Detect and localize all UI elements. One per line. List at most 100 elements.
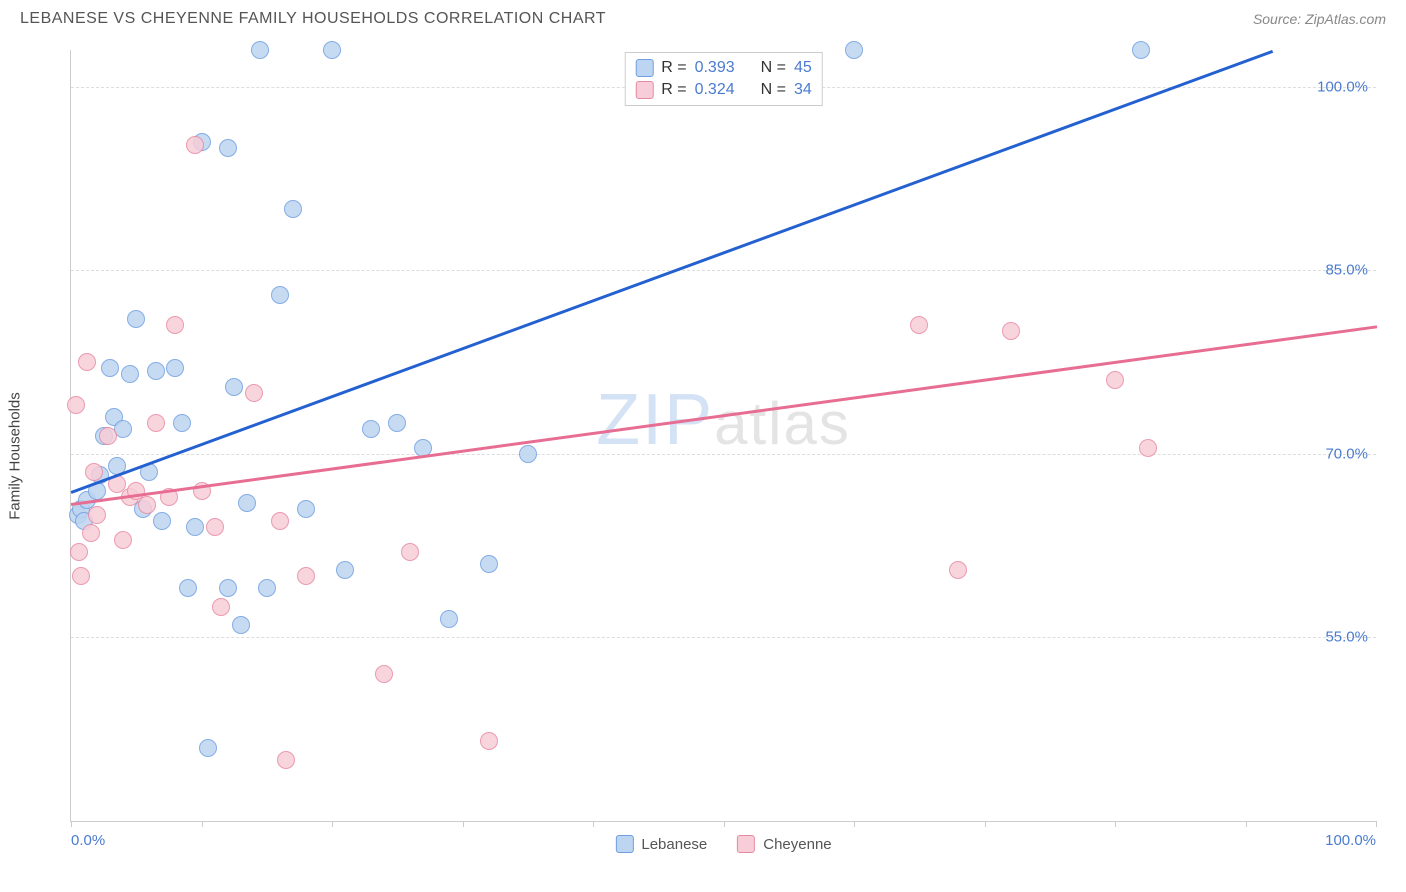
legend-swatch xyxy=(635,59,653,77)
data-point xyxy=(238,494,256,512)
trend-line xyxy=(71,50,1273,493)
data-point xyxy=(251,41,269,59)
chart-header: LEBANESE VS CHEYENNE FAMILY HOUSEHOLDS C… xyxy=(0,0,1406,36)
data-point xyxy=(225,378,243,396)
data-point xyxy=(173,414,191,432)
data-point xyxy=(284,200,302,218)
data-point xyxy=(297,500,315,518)
data-point xyxy=(70,543,88,561)
data-point xyxy=(1106,371,1124,389)
chart-container: Family Households ZIPatlas 55.0%70.0%85.… xyxy=(20,40,1386,872)
data-point xyxy=(138,496,156,514)
legend-item: Lebanese xyxy=(615,835,707,853)
x-tick xyxy=(854,821,855,827)
legend-swatch xyxy=(635,81,653,99)
y-tick-label: 70.0% xyxy=(1325,445,1368,462)
data-point xyxy=(85,463,103,481)
data-point xyxy=(1002,322,1020,340)
data-point xyxy=(121,365,139,383)
data-point xyxy=(114,420,132,438)
data-point xyxy=(271,512,289,530)
data-point xyxy=(186,518,204,536)
data-point xyxy=(910,316,928,334)
x-tick xyxy=(202,821,203,827)
x-tick xyxy=(724,821,725,827)
gridline xyxy=(71,270,1376,271)
legend-item: Cheyenne xyxy=(737,835,831,853)
r-value: 0.324 xyxy=(695,81,735,99)
data-point xyxy=(1132,41,1150,59)
data-point xyxy=(127,310,145,328)
data-point xyxy=(519,445,537,463)
data-point xyxy=(78,353,96,371)
r-label: R = xyxy=(661,59,686,77)
x-tick xyxy=(985,821,986,827)
x-tick-label: 0.0% xyxy=(71,832,105,849)
source-attribution: Source: ZipAtlas.com xyxy=(1253,11,1386,27)
n-label: N = xyxy=(761,59,786,77)
data-point xyxy=(114,531,132,549)
watermark: ZIPatlas xyxy=(596,379,851,461)
data-point xyxy=(232,616,250,634)
data-point xyxy=(375,665,393,683)
data-point xyxy=(147,362,165,380)
y-tick-label: 55.0% xyxy=(1325,629,1368,646)
legend-swatch xyxy=(615,835,633,853)
gridline xyxy=(71,637,1376,638)
y-tick-label: 100.0% xyxy=(1317,78,1368,95)
data-point xyxy=(440,610,458,628)
legend-label: Cheyenne xyxy=(763,836,831,853)
stats-row: R = 0.393 N = 45 xyxy=(635,57,812,79)
trend-line xyxy=(71,326,1377,506)
stats-row: R = 0.324 N = 34 xyxy=(635,79,812,101)
x-tick xyxy=(463,821,464,827)
data-point xyxy=(271,286,289,304)
x-tick xyxy=(593,821,594,827)
data-point xyxy=(153,512,171,530)
data-point xyxy=(199,739,217,757)
x-tick xyxy=(71,821,72,827)
r-value: 0.393 xyxy=(695,59,735,77)
data-point xyxy=(99,427,117,445)
y-axis-label: Family Households xyxy=(7,392,24,520)
data-point xyxy=(258,579,276,597)
data-point xyxy=(179,579,197,597)
data-point xyxy=(323,41,341,59)
y-tick-label: 85.0% xyxy=(1325,262,1368,279)
data-point xyxy=(206,518,224,536)
data-point xyxy=(245,384,263,402)
chart-title: LEBANESE VS CHEYENNE FAMILY HOUSEHOLDS C… xyxy=(20,10,606,28)
x-tick xyxy=(1376,821,1377,827)
data-point xyxy=(147,414,165,432)
data-point xyxy=(88,506,106,524)
data-point xyxy=(336,561,354,579)
gridline xyxy=(71,454,1376,455)
data-point xyxy=(67,396,85,414)
data-point xyxy=(362,420,380,438)
x-tick xyxy=(1246,821,1247,827)
data-point xyxy=(401,543,419,561)
n-value: 45 xyxy=(794,59,812,77)
x-tick xyxy=(332,821,333,827)
data-point xyxy=(166,316,184,334)
legend-label: Lebanese xyxy=(641,836,707,853)
data-point xyxy=(82,524,100,542)
data-point xyxy=(297,567,315,585)
x-tick xyxy=(1115,821,1116,827)
data-point xyxy=(72,567,90,585)
data-point xyxy=(101,359,119,377)
data-point xyxy=(219,579,237,597)
data-point xyxy=(480,555,498,573)
n-label: N = xyxy=(761,81,786,99)
legend-swatch xyxy=(737,835,755,853)
n-value: 34 xyxy=(794,81,812,99)
data-point xyxy=(1139,439,1157,457)
data-point xyxy=(186,136,204,154)
stats-legend: R = 0.393 N = 45 R = 0.324 N = 34 xyxy=(624,52,823,106)
series-legend: Lebanese Cheyenne xyxy=(615,835,831,853)
r-label: R = xyxy=(661,81,686,99)
plot-area: ZIPatlas 55.0%70.0%85.0%100.0%0.0%100.0%… xyxy=(70,50,1376,822)
data-point xyxy=(388,414,406,432)
data-point xyxy=(219,139,237,157)
data-point xyxy=(212,598,230,616)
